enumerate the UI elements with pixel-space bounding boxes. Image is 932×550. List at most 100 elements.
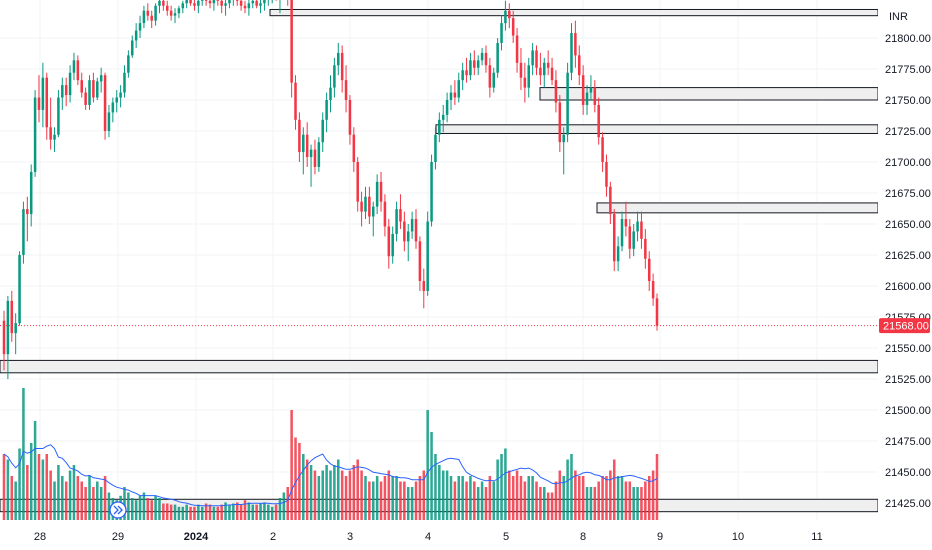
volume-bar bbox=[76, 476, 80, 520]
volume-bar bbox=[570, 454, 573, 520]
candle-body bbox=[96, 81, 99, 98]
candle-body bbox=[399, 209, 402, 222]
candle-body bbox=[251, 0, 255, 4]
volume-bar bbox=[255, 504, 258, 520]
volume-bar bbox=[418, 476, 422, 520]
candles bbox=[2, 0, 659, 379]
volume-bar bbox=[158, 498, 161, 520]
candle-body bbox=[543, 62, 546, 76]
candle-body bbox=[379, 181, 383, 202]
candle-body bbox=[131, 40, 134, 56]
candle-body bbox=[476, 60, 480, 68]
volume-bar bbox=[165, 503, 169, 520]
candle-body bbox=[29, 171, 33, 215]
candle-body bbox=[453, 92, 457, 98]
x-tick-label: 28 bbox=[34, 531, 46, 543]
volume-bar bbox=[597, 481, 600, 520]
candle-body bbox=[305, 134, 309, 158]
candle-body bbox=[438, 119, 441, 135]
candle-body bbox=[72, 60, 76, 73]
candle-body bbox=[403, 221, 406, 242]
candle-body bbox=[441, 114, 445, 120]
volume-bar bbox=[360, 470, 363, 520]
candle-body bbox=[414, 219, 418, 242]
x-tick-label: 10 bbox=[732, 531, 744, 543]
volume-bar bbox=[185, 504, 188, 520]
x-tick-label: 2024 bbox=[184, 531, 209, 543]
candle-body bbox=[449, 92, 453, 100]
volume-bar bbox=[224, 502, 227, 520]
volume-bar bbox=[488, 476, 492, 520]
y-tick-label: 21525.00 bbox=[885, 374, 931, 386]
volume-bar bbox=[57, 465, 60, 520]
volume-bar bbox=[64, 481, 68, 520]
volume-bar bbox=[438, 465, 441, 520]
candle-body bbox=[309, 149, 313, 158]
volume-bar bbox=[212, 506, 216, 520]
candle-body bbox=[115, 97, 118, 103]
volume-bar bbox=[309, 465, 313, 520]
candle-body bbox=[418, 241, 422, 282]
volume-bar bbox=[574, 470, 577, 520]
price-scale[interactable]: INR 21800.00 21775.00 21750.00 21725.00 2170… bbox=[878, 0, 932, 520]
candle-body bbox=[37, 97, 41, 110]
candle-body bbox=[92, 80, 95, 98]
volume-bar bbox=[138, 495, 142, 520]
volume-bar bbox=[107, 492, 111, 520]
candle-body bbox=[313, 149, 317, 167]
volume-bar bbox=[636, 487, 639, 520]
candle-body bbox=[480, 52, 484, 61]
volume-bar bbox=[651, 470, 655, 520]
candle-body bbox=[496, 42, 499, 73]
x-tick-label: 8 bbox=[580, 531, 586, 543]
candle-body bbox=[585, 92, 589, 105]
x-tick-label: 5 bbox=[503, 531, 509, 543]
candle-body bbox=[263, 0, 266, 4]
volume-bar bbox=[278, 498, 282, 520]
time-scale[interactable]: 28 29 2024 2 3 4 5 8 9 10 11 bbox=[0, 521, 932, 550]
volume-bar bbox=[313, 470, 317, 520]
candle-body bbox=[61, 85, 64, 98]
candle-body bbox=[325, 100, 328, 120]
candle-body bbox=[302, 134, 305, 153]
volume-bar bbox=[550, 492, 554, 520]
candle-body bbox=[410, 219, 414, 232]
volume-bar bbox=[543, 487, 546, 520]
volume-bar bbox=[325, 465, 328, 520]
double-chevron-right-icon bbox=[113, 505, 123, 515]
volume-bar bbox=[395, 476, 398, 520]
candle-body bbox=[154, 5, 157, 21]
candle-body bbox=[200, 0, 204, 1]
volume-bar bbox=[134, 500, 138, 520]
volume-bar bbox=[123, 487, 126, 520]
volume-bar bbox=[581, 476, 585, 520]
candle-body bbox=[329, 87, 332, 100]
volume-bar bbox=[6, 459, 10, 520]
volume-bar bbox=[197, 504, 200, 520]
candle-body bbox=[605, 162, 608, 187]
volume-bar bbox=[340, 470, 344, 520]
candle-body bbox=[558, 102, 562, 143]
volume-bar bbox=[414, 481, 418, 520]
volume-bar bbox=[290, 410, 293, 520]
candle-body bbox=[504, 10, 507, 24]
candle-body bbox=[26, 209, 29, 215]
candle-body bbox=[406, 231, 410, 242]
y-tick-label: 21725.00 bbox=[885, 126, 931, 138]
volume-bar bbox=[640, 487, 643, 520]
candle-body bbox=[484, 52, 488, 66]
volume-bar bbox=[103, 476, 107, 520]
candle-body bbox=[255, 0, 258, 6]
volume-bar bbox=[329, 470, 332, 520]
x-tick-label: 29 bbox=[112, 531, 124, 543]
candle-body bbox=[333, 65, 336, 88]
candle-body bbox=[49, 127, 52, 140]
candle-body bbox=[465, 70, 468, 76]
jump-to-realtime-button[interactable] bbox=[109, 501, 127, 519]
candle-body bbox=[181, 3, 185, 9]
volume-bar bbox=[193, 506, 196, 520]
volume-bar bbox=[162, 503, 165, 520]
volume-bar bbox=[593, 487, 597, 520]
candle-body bbox=[290, 0, 293, 83]
